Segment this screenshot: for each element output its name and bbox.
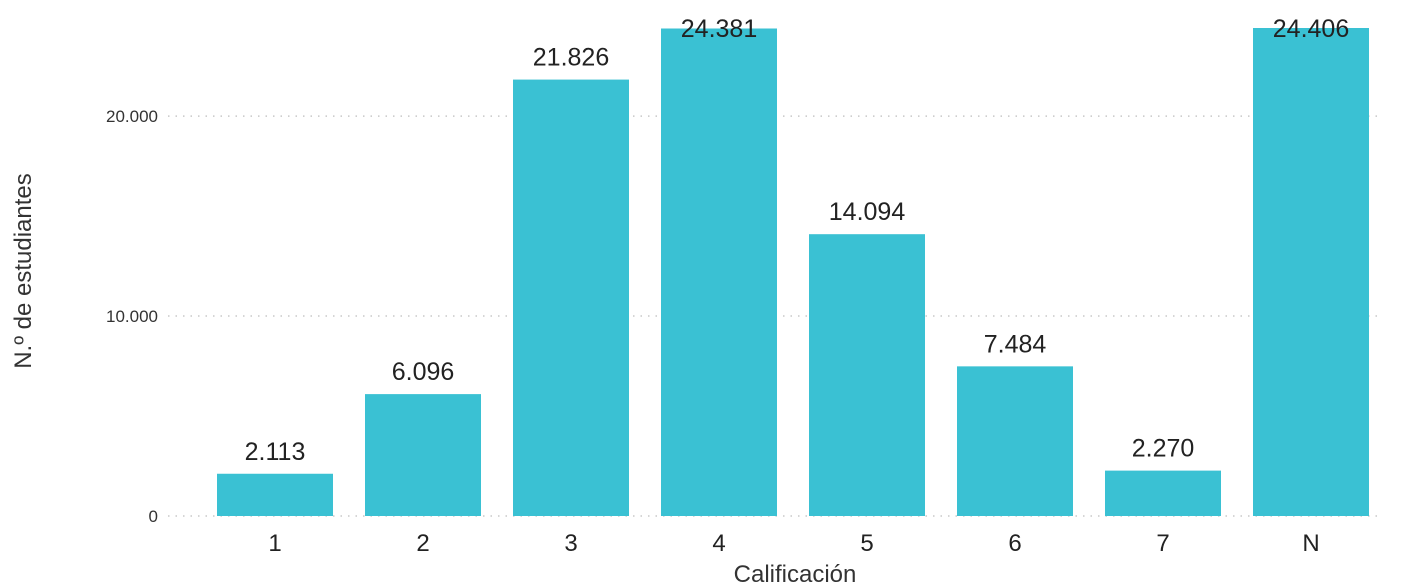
bar <box>1253 28 1369 516</box>
bar <box>661 28 777 516</box>
data-label: 2.270 <box>1132 435 1195 463</box>
x-tick-label: 6 <box>1008 530 1021 557</box>
data-label: 2.113 <box>245 438 306 466</box>
data-label: 24.381 <box>681 15 757 43</box>
bar <box>365 394 481 516</box>
y-axis-ticks: 0 10.000 20.000 <box>106 107 158 526</box>
data-label: 6.096 <box>392 358 455 386</box>
bar <box>957 366 1073 516</box>
x-tick-label: 2 <box>416 530 429 557</box>
data-label: 7.484 <box>984 330 1047 358</box>
data-labels: 2.113 6.096 21.826 24.381 14.094 7.484 2.270 24… <box>245 15 1350 466</box>
x-tick-label: 5 <box>860 530 873 557</box>
x-tick-label: N <box>1302 530 1319 557</box>
data-label: 24.406 <box>1273 15 1349 43</box>
y-tick-label: 10.000 <box>106 307 158 326</box>
bar <box>1105 470 1221 516</box>
y-tick-label: 0 <box>149 507 158 526</box>
x-tick-label: 7 <box>1156 530 1169 557</box>
x-tick-label: 1 <box>268 530 281 557</box>
data-label: 14.094 <box>829 198 906 226</box>
x-tick-label: 4 <box>712 530 725 557</box>
x-axis-title: Calificación <box>734 561 857 586</box>
bar <box>513 79 629 516</box>
bars <box>217 28 1369 516</box>
data-label: 21.826 <box>533 44 609 72</box>
x-axis-ticks: 1 2 3 4 5 6 7 N <box>268 530 1319 557</box>
x-tick-label: 3 <box>564 530 577 557</box>
bar <box>809 234 925 516</box>
y-axis-title: N.º de estudiantes <box>10 173 37 369</box>
y-tick-label: 20.000 <box>106 107 158 126</box>
bar <box>217 473 333 516</box>
